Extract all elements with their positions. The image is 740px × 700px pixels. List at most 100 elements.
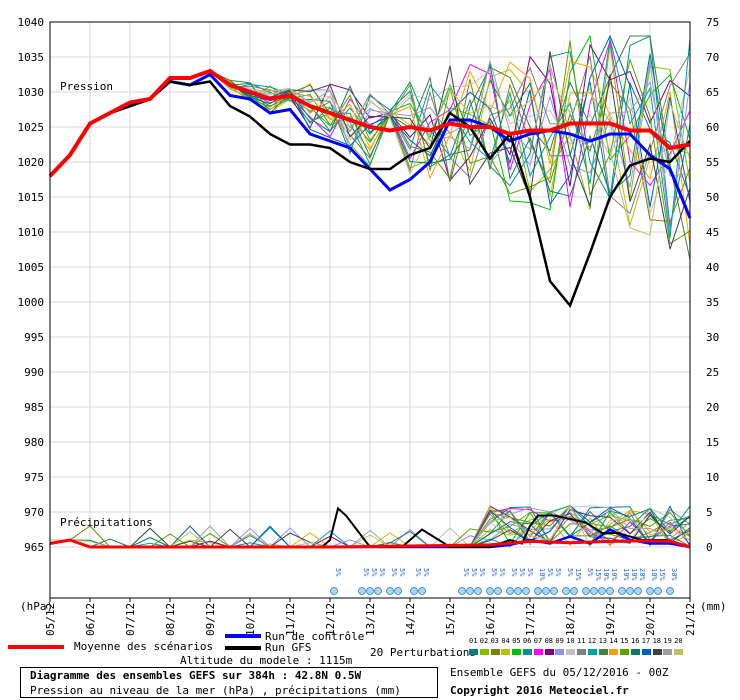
- y-right-tick-label: 50: [706, 191, 719, 204]
- snowflake-icon: [562, 587, 570, 595]
- perturbation-swatch: [533, 649, 543, 655]
- snow-prob-label: 5%: [478, 568, 486, 577]
- x-tick-label: 19/12: [604, 603, 617, 636]
- perturbation-swatch: [663, 649, 673, 655]
- y-left-tick-label: 985: [24, 401, 44, 414]
- perturbation-swatch: [598, 649, 608, 655]
- precipitation-label: Précipitations: [60, 516, 153, 529]
- model-altitude: Altitude du modele : 1115m: [180, 654, 353, 667]
- snow-prob-label: 5%: [470, 568, 478, 577]
- x-tick-label: 14/12: [404, 603, 417, 636]
- snow-prob-label: 5%: [398, 568, 406, 577]
- precip-line-gfs: [49, 506, 691, 548]
- snowflake-icon: [570, 587, 578, 595]
- snowflake-icon: [550, 587, 558, 595]
- main-series-lines: [48, 68, 692, 549]
- y-right-tick-label: 75: [706, 16, 719, 29]
- x-tick-label: 09/12: [204, 603, 217, 636]
- perturbation-swatch: [577, 649, 586, 655]
- perturbation-swatch: [512, 649, 522, 655]
- legend-gfs-label: Run GFS: [265, 641, 312, 654]
- footer-subtitle: Pression au niveau de la mer (hPa) , pré…: [30, 684, 401, 697]
- y-axis-ticks: 1040103510301025102010151010100510009959…: [18, 16, 720, 554]
- perturbation-number: 14: [609, 637, 618, 645]
- perturbation-number: 01: [469, 637, 478, 645]
- snow-prob-label: 15%: [594, 568, 602, 581]
- snowflake-icon: [418, 587, 426, 595]
- perturbation-swatch: [490, 649, 500, 655]
- y-left-tick-label: 970: [24, 506, 44, 519]
- snowflake-icon: [514, 587, 522, 595]
- snow-prob-label: 10%: [650, 568, 658, 581]
- plot-frame: [49, 21, 691, 599]
- perturbation-swatch: [469, 649, 478, 655]
- snow-prob-label: 5%: [414, 568, 422, 577]
- snow-probability-row: 5% 5% 5% 5% 5% 5% 5% 5% 5% 5% 5% 5% 5% 5% 5% 5% 10% 5% 5% 5…: [330, 568, 678, 595]
- ensemble-chart: 1040103510301025102010151010100510009959…: [18, 16, 727, 636]
- precip-line-mean: [49, 538, 691, 549]
- snow-prob-label: 5%: [334, 568, 342, 577]
- perturbation-swatch: [620, 649, 630, 655]
- snowflake-icon: [366, 587, 374, 595]
- snowflake-icon: [386, 587, 394, 595]
- perturbation-number: 03: [490, 637, 500, 645]
- snow-prob-label: 5%: [490, 568, 498, 577]
- perturbation-swatch: [609, 649, 619, 655]
- snowflake-icon: [494, 587, 502, 595]
- perturbation-number: 12: [587, 637, 597, 645]
- snow-prob-label: 10%: [630, 568, 638, 581]
- snow-prob-label: 30%: [670, 568, 678, 581]
- snow-prob-label: 5%: [498, 568, 506, 577]
- y-right-tick-label: 10: [706, 471, 719, 484]
- snow-prob-label: 5%: [390, 568, 398, 577]
- snow-prob-label: 5%: [546, 568, 554, 577]
- y-left-tick-label: 1030: [18, 86, 45, 99]
- x-tick-label: 18/12: [564, 603, 577, 636]
- snow-prob-label: 5%: [422, 568, 430, 577]
- snow-prob-label: 5%: [510, 568, 518, 577]
- perturbation-swatch: [501, 649, 511, 655]
- perturbation-number: 07: [533, 637, 543, 645]
- x-tick-label: 20/12: [644, 603, 657, 636]
- y-right-tick-label: 30: [706, 331, 719, 344]
- snow-prob-label: 20%: [638, 568, 646, 581]
- perturbation-number: 02: [479, 637, 489, 645]
- snow-prob-label: 5%: [362, 568, 370, 577]
- snowflake-icon: [582, 587, 590, 595]
- y-left-tick-label: 1015: [18, 191, 45, 204]
- snow-prob-label: 5%: [518, 568, 526, 577]
- x-tick-label: 08/12: [164, 603, 177, 636]
- snow-prob-label: 5%: [370, 568, 378, 577]
- y-right-tick-label: 60: [706, 121, 719, 134]
- perturbation-swatch: [523, 649, 532, 655]
- snowflake-icon: [634, 587, 642, 595]
- snow-prob-label: 5%: [586, 568, 594, 577]
- perturbation-swatch: [652, 649, 662, 655]
- legend-control-line: [225, 634, 261, 638]
- snowflake-icon: [330, 587, 338, 595]
- x-tick-label: 10/12: [244, 603, 257, 636]
- x-tick-label: 06/12: [84, 603, 97, 636]
- perturbation-swatch: [641, 649, 651, 655]
- legend-control-label: Run de contrôle: [265, 630, 365, 643]
- snowflake-icon: [654, 587, 662, 595]
- snow-prob-label: 5%: [526, 568, 534, 577]
- snowflake-icon: [394, 587, 402, 595]
- snowflake-icon: [542, 587, 550, 595]
- y-right-tick-label: 35: [706, 296, 719, 309]
- perturbation-swatch: [631, 649, 640, 655]
- snow-prob-label: 15%: [658, 568, 666, 581]
- snowflake-icon: [466, 587, 474, 595]
- snowflake-icon: [358, 587, 366, 595]
- perturbation-number: 09: [555, 637, 564, 645]
- x-axis-ticks: 05/12 06/12 07/12 08/12 09/12 10/12 11/12 12/12…: [44, 598, 697, 636]
- perturbation-swatch: [674, 649, 684, 655]
- y-right-tick-label: 40: [706, 261, 719, 274]
- y-left-tick-label: 1000: [18, 296, 45, 309]
- x-tick-label: 12/12: [324, 603, 337, 636]
- y-right-tick-label: 45: [706, 226, 719, 239]
- snowflake-icon: [410, 587, 418, 595]
- perturbation-number: 04: [501, 637, 510, 645]
- snowflake-icon: [458, 587, 466, 595]
- pressure-label: Pression: [60, 80, 113, 93]
